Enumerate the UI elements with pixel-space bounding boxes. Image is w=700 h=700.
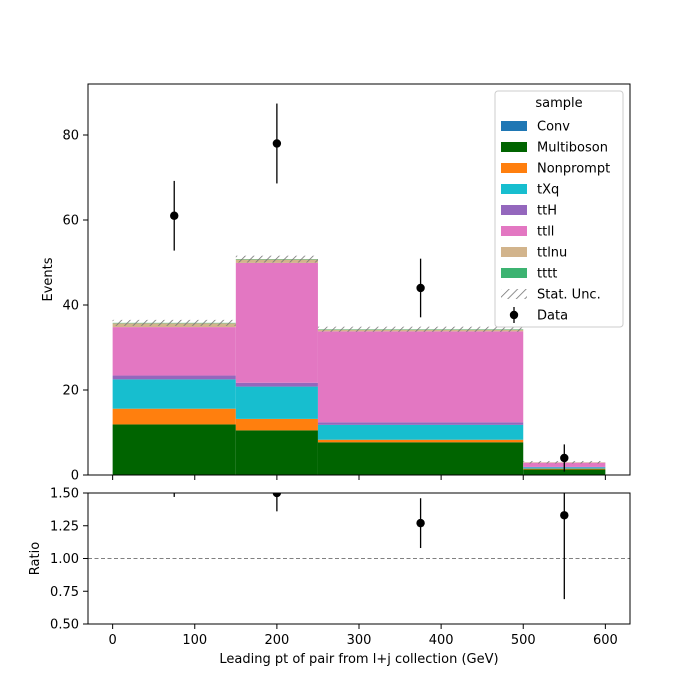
main-y-ticks: 0 20 40 60 80 xyxy=(62,129,88,484)
legend: sample Conv Multiboson Nonprompt tXq ttH ttll t… xyxy=(494,90,624,328)
ratio-y-tick-label: 1.25 xyxy=(50,519,79,534)
ratio-y-tick-label: 0.75 xyxy=(50,585,79,600)
data-point xyxy=(560,453,569,463)
main-y-tick-label: 80 xyxy=(62,129,79,144)
bar-tth xyxy=(235,382,318,387)
bar-multiboson xyxy=(523,469,606,475)
stat-unc-band xyxy=(112,319,236,326)
x-tick-label: 300 xyxy=(347,633,372,648)
x-tick-label: 100 xyxy=(182,633,207,648)
bar-txq xyxy=(235,386,318,419)
main-y-tick-label: 0 xyxy=(71,469,79,484)
stacked-bars xyxy=(112,259,606,475)
legend-label-ttll: ttll xyxy=(537,225,554,240)
bar-nonprompt xyxy=(112,408,236,425)
main-y-tick-label: 60 xyxy=(62,214,79,229)
data-point xyxy=(416,283,425,293)
legend-label-conv: Conv xyxy=(537,120,570,135)
x-axis-label: Leading pt of pair from l+j collection (… xyxy=(219,652,498,667)
bar-multiboson xyxy=(317,442,524,475)
stat-unc-band xyxy=(235,255,318,263)
bar-tth xyxy=(317,422,524,425)
legend-title: sample xyxy=(535,96,582,111)
ratio-panel: 0 100 200 300 400 500 600 0.50 0.75 1.00 1.25 1.50… xyxy=(28,487,631,667)
data-points xyxy=(170,103,569,472)
legend-swatch-nonprompt xyxy=(501,163,527,173)
bar-ttll xyxy=(235,262,318,383)
bar-nonprompt xyxy=(317,439,524,443)
legend-data-marker xyxy=(509,310,519,320)
data-point xyxy=(272,139,282,148)
bar-multiboson xyxy=(112,424,236,475)
x-tick-label: 600 xyxy=(593,633,618,648)
y-axis-label: Events xyxy=(41,257,56,301)
legend-swatch-multiboson xyxy=(501,142,527,152)
bar-ttll xyxy=(112,327,236,376)
main-panel: 0 20 40 60 80 Events xyxy=(41,83,631,484)
ratio-point xyxy=(272,493,282,498)
data-point xyxy=(170,211,179,220)
x-tick-label: 200 xyxy=(264,633,289,648)
legend-swatch-conv xyxy=(501,121,527,131)
ratio-x-ticks: 0 100 200 300 400 500 600 xyxy=(108,624,618,648)
main-x-ticks xyxy=(112,475,606,480)
bar-txq xyxy=(317,424,524,440)
bar-tth xyxy=(112,375,236,380)
bar-nonprompt xyxy=(235,418,318,431)
ratio-y-ticks: 0.50 0.75 1.00 1.25 1.50 xyxy=(50,487,88,633)
x-tick-label: 0 xyxy=(108,633,116,648)
ratio-points xyxy=(173,493,569,600)
legend-label-tth: ttH xyxy=(537,204,557,219)
x-tick-label: 500 xyxy=(511,633,536,648)
main-y-tick-label: 40 xyxy=(62,299,79,314)
ratio-y-tick-label: 1.00 xyxy=(50,552,79,567)
legend-swatch-ttlnu xyxy=(501,247,527,257)
legend-label-ttlnu: ttlnu xyxy=(537,246,567,261)
ratio-y-tick-label: 0.50 xyxy=(50,618,79,633)
stat-unc-band xyxy=(317,326,524,332)
main-y-tick-label: 20 xyxy=(62,384,79,399)
legend-label-multiboson: Multiboson xyxy=(537,141,608,156)
ratio-y-tick-label: 1.50 xyxy=(50,487,79,502)
ratio-y-axis-label: Ratio xyxy=(28,542,43,575)
bar-multiboson xyxy=(235,430,318,475)
legend-swatch-tth xyxy=(501,205,527,215)
legend-swatch-tttt xyxy=(501,268,527,278)
legend-label-tttt: tttt xyxy=(537,267,557,282)
legend-swatch-stat-unc xyxy=(501,289,527,299)
legend-swatch-txq xyxy=(501,184,527,194)
ratio-point xyxy=(416,518,425,528)
legend-label-stat-unc: Stat. Unc. xyxy=(537,288,601,303)
legend-label-nonprompt: Nonprompt xyxy=(537,162,610,177)
legend-label-txq: tXq xyxy=(537,183,559,198)
legend-swatch-ttll xyxy=(501,226,527,236)
bar-ttll xyxy=(317,331,524,423)
bar-txq xyxy=(112,379,236,409)
legend-label-data: Data xyxy=(537,309,568,324)
x-tick-label: 400 xyxy=(429,633,454,648)
ratio-point xyxy=(560,511,569,520)
